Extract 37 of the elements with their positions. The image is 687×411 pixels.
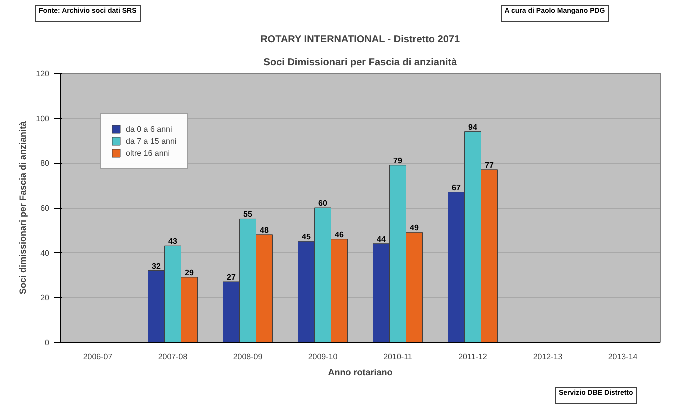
data-label: 79 [394,156,403,166]
chart-title: ROTARY INTERNATIONAL - Distretto 2071 [260,34,460,46]
data-label: 48 [260,226,270,236]
data-label: 46 [335,230,344,240]
y-tick-label: 40 [40,248,50,258]
data-label: 29 [185,268,194,278]
y-axis-title: Soci dimissionari per Fascia di anzianità [18,120,28,295]
y-tick-label: 80 [40,159,50,168]
data-label: 94 [468,122,478,132]
legend-label: da 0 a 6 anni [126,124,172,134]
x-tick-label: 2011-12 [458,352,488,362]
x-tick-label: 2009-10 [308,352,338,362]
x-tick-label: 2010-11 [384,352,413,362]
data-label: 60 [318,199,328,208]
chart-subtitle: Soci Dimissionari per Fascia di anzianità [264,58,458,69]
x-axis-title: Anno rotariano [328,368,394,378]
data-label: 77 [485,161,494,170]
y-tick-label: 120 [36,70,50,79]
x-tick-label: 2008-09 [233,352,264,362]
data-label: 67 [452,183,462,192]
data-label: 32 [152,262,162,271]
y-tick-label: 100 [36,114,50,124]
data-label: 43 [168,237,178,246]
data-label: 27 [227,273,236,282]
y-tick-label: 20 [40,294,50,303]
legend-label: oltre 16 anni [126,148,170,158]
data-label: 44 [377,235,386,244]
y-tick-label: 60 [40,204,50,214]
data-label: 49 [410,224,420,233]
x-tick-label: 2007-08 [158,352,188,362]
data-label: 45 [302,232,312,242]
legend-label: da 7 a 15 anni [126,136,177,146]
data-label: 55 [244,210,253,220]
x-tick-label: 2006-07 [83,352,114,362]
y-tick-label: 0 [45,338,50,348]
x-tick-label: 2012-13 [533,352,564,362]
x-tick-label: 2013-14 [608,352,638,362]
